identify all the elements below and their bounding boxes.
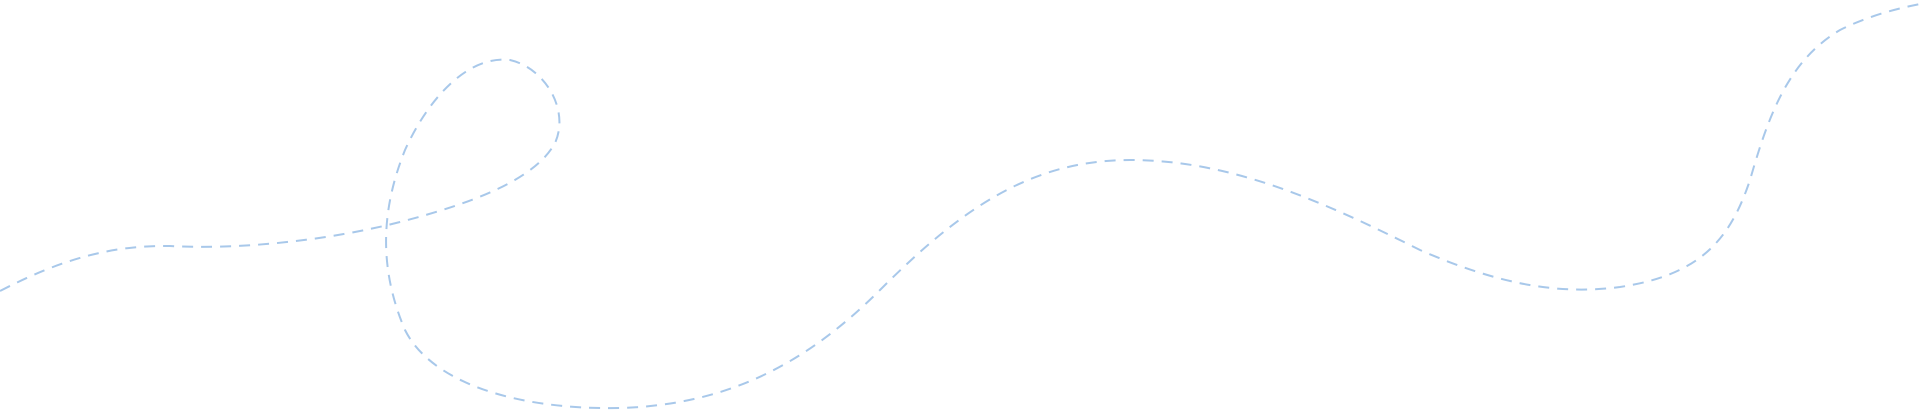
- dashed-wavy-line: [0, 3, 1920, 410]
